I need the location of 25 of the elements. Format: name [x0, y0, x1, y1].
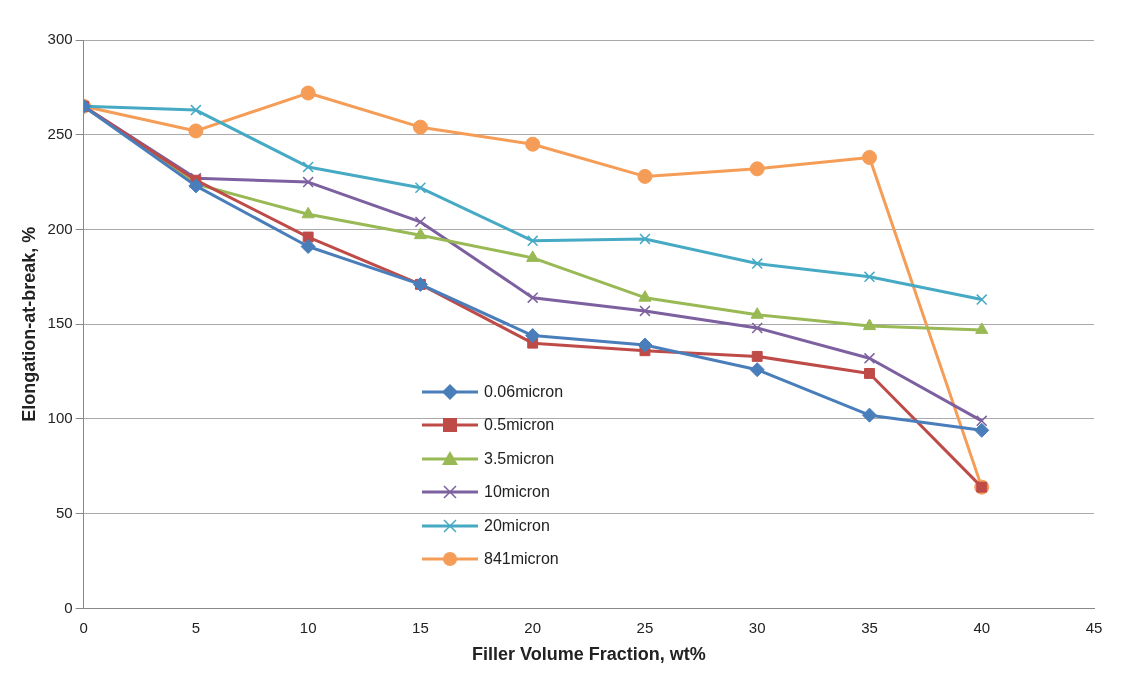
- x-tick-label: 25: [636, 618, 654, 636]
- x-tick-label: 5: [191, 618, 201, 636]
- legend-label: 841micron: [484, 550, 559, 569]
- x-tick-label: 0: [79, 618, 88, 636]
- y-tick-label: 150: [47, 314, 73, 332]
- x-tick-label: 20: [524, 618, 542, 636]
- x-tick-label: 35: [861, 618, 878, 636]
- legend-label: 0.06micron: [484, 382, 564, 401]
- legend-label: 3.5micron: [484, 449, 555, 468]
- legend-label: 10micron: [484, 483, 550, 502]
- x-tick-label: 15: [412, 618, 429, 636]
- y-axis-title: Elongation-at-break, %: [18, 226, 39, 422]
- x-tick-label: 10: [299, 618, 317, 636]
- y-tick-label: 100: [47, 409, 73, 427]
- legend-label: 0.5micron: [484, 416, 555, 435]
- x-tick-label: 40: [973, 618, 991, 636]
- x-axis-title: Filler Volume Fraction, wt%: [471, 644, 706, 665]
- x-tick-label: 30: [748, 618, 766, 636]
- legend-label: 20micron: [484, 516, 550, 535]
- y-tick-label: 300: [47, 30, 73, 48]
- y-tick-label: 200: [47, 219, 73, 237]
- x-tick-label: 45: [1085, 618, 1103, 636]
- y-tick-label: 250: [47, 124, 73, 142]
- y-tick-label: 50: [55, 503, 73, 521]
- y-tick-label: 0: [64, 598, 73, 616]
